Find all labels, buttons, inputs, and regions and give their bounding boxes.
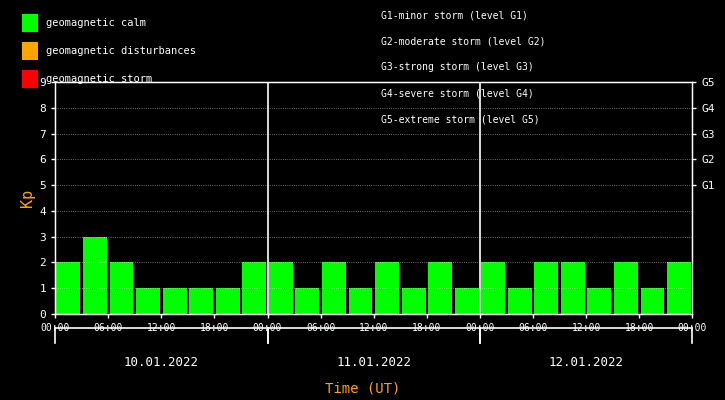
Text: Time (UT): Time (UT) bbox=[325, 382, 400, 396]
Bar bbox=[481, 262, 505, 314]
Text: geomagnetic disturbances: geomagnetic disturbances bbox=[46, 46, 196, 56]
Text: 12.01.2022: 12.01.2022 bbox=[549, 356, 624, 369]
Bar bbox=[428, 262, 452, 314]
Bar bbox=[242, 262, 266, 314]
Text: G4-severe storm (level G4): G4-severe storm (level G4) bbox=[381, 88, 534, 98]
Bar bbox=[402, 288, 426, 314]
Bar bbox=[189, 288, 213, 314]
Bar bbox=[162, 288, 186, 314]
Bar bbox=[561, 262, 585, 314]
Bar bbox=[136, 288, 160, 314]
Bar bbox=[216, 288, 240, 314]
Bar bbox=[83, 237, 107, 314]
Bar bbox=[349, 288, 373, 314]
Bar bbox=[57, 262, 80, 314]
Text: 11.01.2022: 11.01.2022 bbox=[336, 356, 411, 369]
Text: G3-strong storm (level G3): G3-strong storm (level G3) bbox=[381, 62, 534, 72]
Bar bbox=[269, 262, 293, 314]
Bar bbox=[587, 288, 611, 314]
Bar bbox=[109, 262, 133, 314]
Y-axis label: Kp: Kp bbox=[20, 189, 35, 207]
Text: G5-extreme storm (level G5): G5-extreme storm (level G5) bbox=[381, 114, 539, 124]
Text: geomagnetic storm: geomagnetic storm bbox=[46, 74, 153, 84]
Bar bbox=[534, 262, 558, 314]
Bar bbox=[455, 288, 478, 314]
Text: 10.01.2022: 10.01.2022 bbox=[124, 356, 199, 369]
Text: geomagnetic calm: geomagnetic calm bbox=[46, 18, 146, 28]
Bar bbox=[295, 288, 319, 314]
Text: G2-moderate storm (level G2): G2-moderate storm (level G2) bbox=[381, 36, 545, 46]
Bar bbox=[667, 262, 691, 314]
Bar bbox=[375, 262, 399, 314]
Bar bbox=[322, 262, 346, 314]
Bar bbox=[641, 288, 665, 314]
Bar bbox=[614, 262, 638, 314]
Text: G1-minor storm (level G1): G1-minor storm (level G1) bbox=[381, 10, 528, 20]
Bar bbox=[507, 288, 531, 314]
